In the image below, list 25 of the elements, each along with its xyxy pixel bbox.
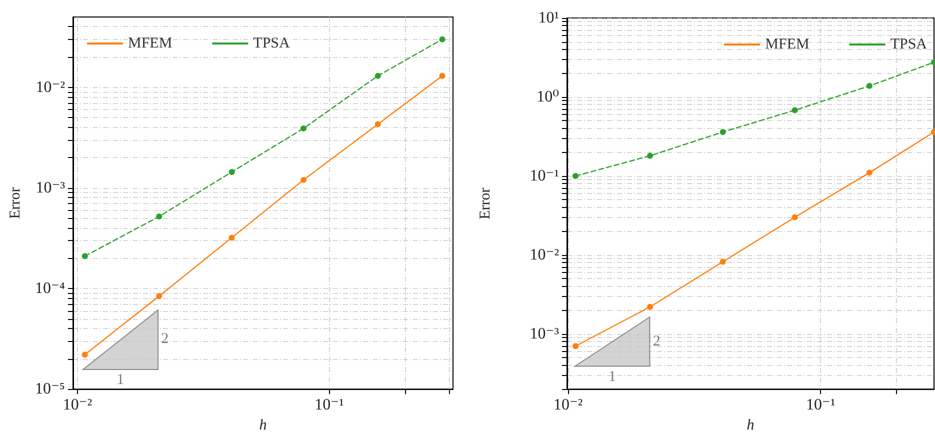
x-axis-title: h xyxy=(746,418,754,434)
y-tick-label: 10⁻³ xyxy=(530,325,560,342)
annotation: 2 xyxy=(161,331,169,348)
y-tick-label: 10⁻⁴ xyxy=(34,280,66,298)
x-axis-title: h xyxy=(259,418,267,434)
x-tick-label: 10⁻¹ xyxy=(314,396,344,414)
y-tick-label: 10⁻² xyxy=(530,246,560,264)
y-axis-title: Error xyxy=(478,188,494,220)
y-tick-label: 10⁻¹ xyxy=(530,167,560,184)
y-axis-title: Error xyxy=(8,187,24,219)
y-tick-label: 10¹ xyxy=(538,10,560,26)
annotation: 1 xyxy=(608,369,616,386)
annotation: 1 xyxy=(116,372,124,388)
annotation: 2 xyxy=(652,334,660,350)
legend-label: MFEM xyxy=(128,36,172,52)
legend-label: TPSA xyxy=(253,36,290,52)
y-tick-label: 10⁰ xyxy=(536,88,559,106)
x-tick-label: 10⁻¹ xyxy=(806,396,836,414)
y-tick-label: 10⁻⁵ xyxy=(34,380,65,398)
x-tick-label: 10⁻² xyxy=(62,396,92,414)
y-tick-label: 10⁻³ xyxy=(36,179,66,196)
legend-label: MFEM xyxy=(765,36,810,52)
legend-label: TPSA xyxy=(890,36,928,52)
y-tick-label: 10⁻² xyxy=(36,78,66,96)
x-tick-label: 10⁻² xyxy=(553,396,583,414)
